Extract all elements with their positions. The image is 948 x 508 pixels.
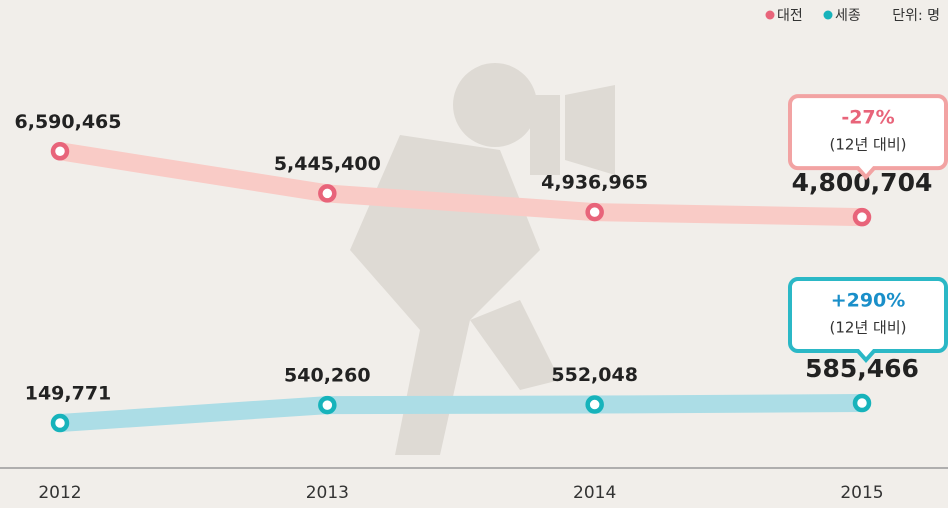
- callout-note: (12년 대비): [830, 319, 907, 337]
- x-tick-label: 2012: [38, 483, 81, 503]
- value-label: 6,590,465: [15, 111, 122, 133]
- x-tick-label: 2015: [840, 483, 883, 503]
- marker: [588, 398, 602, 412]
- callout: +290% (12년 대비): [790, 279, 946, 360]
- value-label: 4,936,965: [541, 172, 648, 194]
- marker: [855, 210, 869, 224]
- unit-label: 단위: 명: [892, 8, 940, 24]
- callout-value: +290%: [831, 290, 906, 312]
- x-tick-label: 2014: [573, 483, 616, 503]
- marker: [855, 396, 869, 410]
- legend-label: 세종: [835, 8, 861, 24]
- legend-marker: [766, 11, 775, 20]
- legend-marker: [824, 11, 833, 20]
- marker: [53, 144, 67, 158]
- marker: [320, 186, 334, 200]
- marker: [320, 398, 334, 412]
- callout-note: (12년 대비): [830, 136, 907, 154]
- marker: [588, 205, 602, 219]
- legend-label: 대전: [777, 8, 803, 24]
- marker: [53, 416, 67, 430]
- value-label: 540,260: [284, 365, 371, 387]
- value-label: 5,445,400: [274, 153, 381, 175]
- callout: -27% (12년 대비): [790, 96, 946, 177]
- value-label: 552,048: [551, 364, 638, 386]
- x-tick-label: 2013: [306, 483, 349, 503]
- chart: 2012 2013 2014 2015 6,590,465 5,445,400 4,936,…: [0, 0, 948, 508]
- callout-value: -27%: [841, 107, 894, 129]
- value-label: 149,771: [25, 383, 112, 405]
